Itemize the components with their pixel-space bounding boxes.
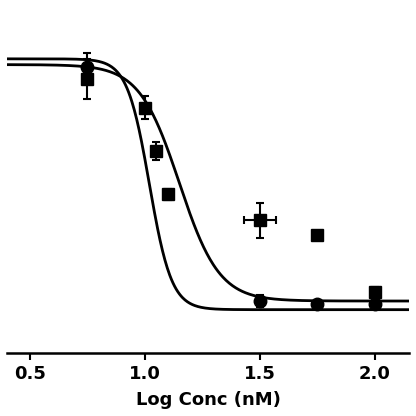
X-axis label: Log Conc (nM): Log Conc (nM) [136, 391, 280, 409]
